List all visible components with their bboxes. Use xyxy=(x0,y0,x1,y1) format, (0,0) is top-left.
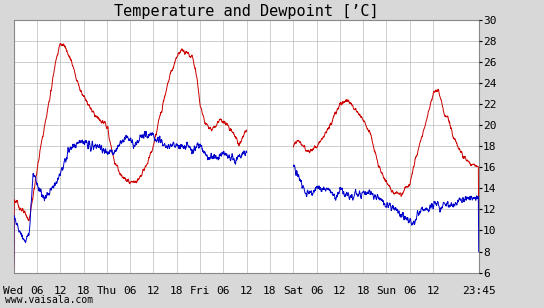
Text: www.vaisala.com: www.vaisala.com xyxy=(5,295,94,305)
Text: Fri: Fri xyxy=(190,286,210,296)
Text: Sat: Sat xyxy=(283,286,304,296)
Text: 06: 06 xyxy=(403,286,417,296)
Text: Sun: Sun xyxy=(376,286,397,296)
Title: Temperature and Dewpoint [’C]: Temperature and Dewpoint [’C] xyxy=(114,4,379,19)
Text: 12: 12 xyxy=(426,286,440,296)
Text: 23:45: 23:45 xyxy=(462,286,496,296)
Text: 18: 18 xyxy=(170,286,183,296)
Text: 18: 18 xyxy=(263,286,277,296)
Text: 12: 12 xyxy=(147,286,160,296)
Text: 12: 12 xyxy=(53,286,67,296)
Text: 12: 12 xyxy=(333,286,347,296)
Text: 06: 06 xyxy=(310,286,323,296)
Text: 06: 06 xyxy=(123,286,137,296)
Text: 12: 12 xyxy=(240,286,254,296)
Text: 06: 06 xyxy=(30,286,44,296)
Text: 18: 18 xyxy=(77,286,90,296)
Text: Thu: Thu xyxy=(97,286,117,296)
Text: 06: 06 xyxy=(217,286,230,296)
Text: 18: 18 xyxy=(356,286,370,296)
Text: Wed: Wed xyxy=(3,286,24,296)
